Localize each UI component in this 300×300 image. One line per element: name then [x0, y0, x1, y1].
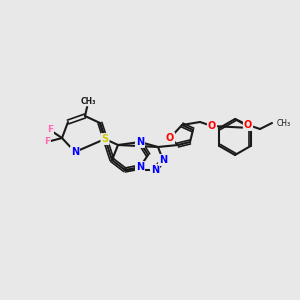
Text: O: O [244, 120, 252, 130]
Text: F: F [47, 125, 53, 134]
Text: F: F [44, 137, 50, 146]
Text: N: N [71, 147, 79, 157]
Text: N: N [159, 155, 167, 165]
Text: N: N [151, 165, 159, 175]
Text: N: N [136, 137, 144, 147]
Text: CH₃: CH₃ [277, 118, 291, 127]
Text: CH₃: CH₃ [80, 97, 96, 106]
Text: N: N [136, 162, 144, 172]
Text: O: O [166, 133, 174, 143]
Text: O: O [208, 121, 216, 131]
Text: S: S [101, 134, 109, 144]
